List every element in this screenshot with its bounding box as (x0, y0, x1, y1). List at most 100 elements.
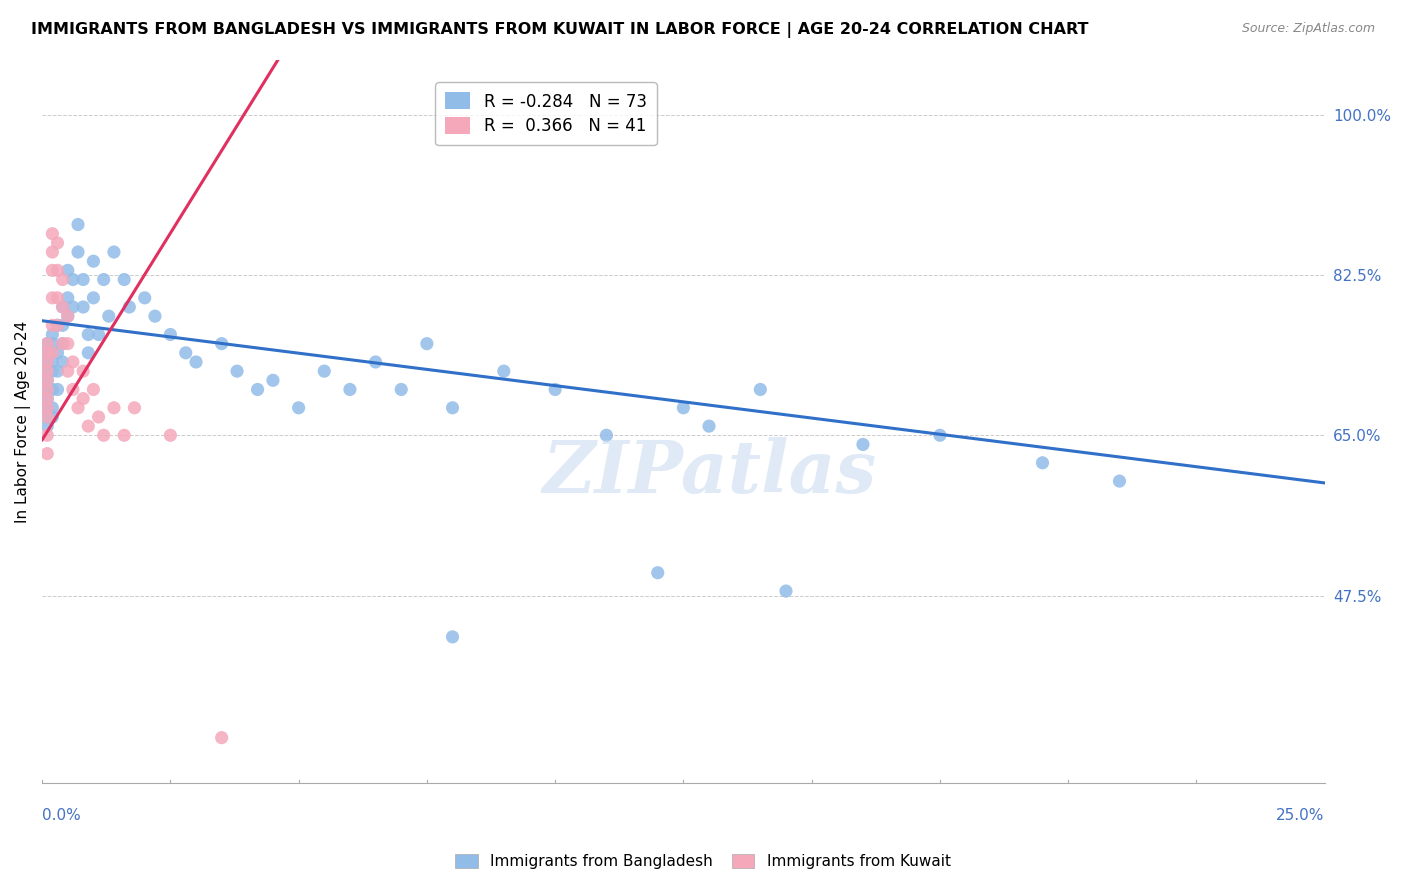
Point (62, 383, 84, 397)
Point (262, 373, 284, 387)
Point (1108, 474, 1130, 488)
Point (339, 383, 361, 397)
Point (775, 584, 797, 599)
Point (52, 336, 75, 351)
Point (118, 300, 141, 314)
Legend: R = -0.284   N = 73, R =  0.366   N = 41: R = -0.284 N = 73, R = 0.366 N = 41 (436, 82, 657, 145)
Point (441, 401, 464, 415)
Point (37, 364, 59, 378)
Text: 0.0%: 0.0% (42, 808, 82, 823)
Point (77, 419, 100, 434)
Point (62, 272, 84, 286)
Point (37, 373, 59, 387)
Point (93, 428, 115, 442)
Point (46, 383, 69, 397)
Point (143, 309, 166, 323)
Point (647, 566, 669, 580)
Point (544, 383, 567, 397)
Point (246, 383, 269, 397)
Point (56, 309, 79, 323)
Point (211, 731, 233, 745)
Point (41, 383, 63, 397)
Point (287, 401, 309, 415)
Point (56, 263, 79, 277)
Point (184, 355, 207, 369)
Point (56, 309, 79, 323)
Point (77, 346, 100, 360)
Point (41, 327, 63, 342)
Point (37, 364, 59, 378)
Point (226, 364, 249, 378)
Point (749, 383, 772, 397)
Point (928, 428, 950, 442)
Point (66, 245, 89, 260)
Point (37, 346, 59, 360)
Point (595, 428, 617, 442)
Point (41, 227, 63, 241)
Point (103, 245, 125, 260)
Point (1031, 456, 1053, 470)
Point (41, 346, 63, 360)
Point (37, 419, 59, 434)
Point (37, 373, 59, 387)
Point (52, 300, 75, 314)
Point (66, 401, 89, 415)
Point (37, 401, 59, 415)
Point (37, 392, 59, 406)
Point (46, 364, 69, 378)
Point (492, 364, 515, 378)
Point (77, 327, 100, 342)
Point (46, 235, 69, 250)
Point (72, 392, 94, 406)
Point (37, 355, 59, 369)
Point (112, 272, 135, 286)
Point (41, 336, 63, 351)
Point (41, 291, 63, 305)
Point (72, 272, 94, 286)
Text: ZIPatlas: ZIPatlas (541, 437, 876, 508)
Point (852, 437, 875, 451)
Point (124, 401, 146, 415)
Point (52, 300, 75, 314)
Point (82, 254, 104, 268)
Point (41, 263, 63, 277)
Point (56, 364, 79, 378)
Point (52, 355, 75, 369)
Point (103, 401, 125, 415)
Point (697, 419, 720, 434)
Point (112, 428, 135, 442)
Point (159, 428, 181, 442)
Point (37, 409, 59, 424)
Point (87, 409, 110, 424)
Point (416, 336, 439, 351)
Point (37, 336, 59, 351)
Text: 25.0%: 25.0% (1277, 808, 1324, 823)
Point (62, 355, 84, 369)
Point (41, 245, 63, 260)
Point (82, 383, 104, 397)
Point (37, 401, 59, 415)
Text: Source: ZipAtlas.com: Source: ZipAtlas.com (1241, 22, 1375, 36)
Point (37, 346, 59, 360)
Point (41, 401, 63, 415)
Point (37, 383, 59, 397)
Point (41, 355, 63, 369)
Text: IMMIGRANTS FROM BANGLADESH VS IMMIGRANTS FROM KUWAIT IN LABOR FORCE | AGE 20-24 : IMMIGRANTS FROM BANGLADESH VS IMMIGRANTS… (31, 22, 1088, 38)
Point (52, 272, 75, 286)
Point (72, 364, 94, 378)
Point (37, 447, 59, 461)
Point (66, 218, 89, 232)
Point (46, 263, 69, 277)
Point (41, 364, 63, 378)
Point (174, 346, 197, 360)
Point (93, 272, 115, 286)
Y-axis label: In Labor Force | Age 20-24: In Labor Force | Age 20-24 (15, 320, 31, 523)
Point (37, 383, 59, 397)
Point (364, 355, 387, 369)
Point (46, 318, 69, 333)
Point (37, 409, 59, 424)
Point (52, 336, 75, 351)
Point (37, 392, 59, 406)
Point (46, 318, 69, 333)
Point (134, 291, 156, 305)
